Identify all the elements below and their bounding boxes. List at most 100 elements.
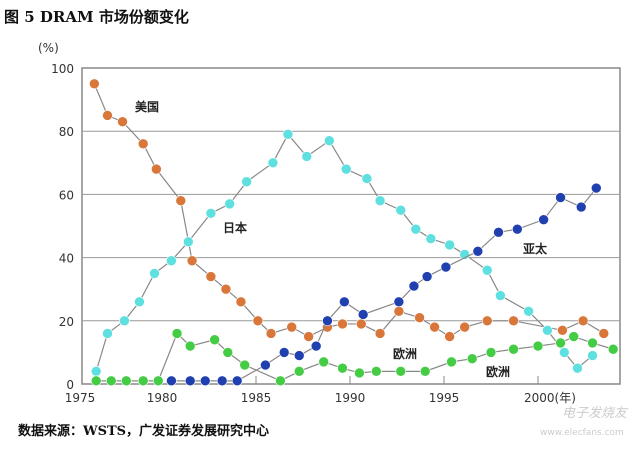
data-point: [587, 337, 598, 349]
data-point: [414, 312, 425, 323]
data-point: [267, 157, 279, 169]
data-point: [293, 366, 305, 377]
data-point: [199, 375, 211, 387]
y-tick-label: 100: [51, 62, 74, 76]
annotation-japan: 日本: [223, 220, 247, 235]
data-point: [166, 375, 177, 387]
watermark-url: www.elecfans.com: [540, 428, 624, 438]
data-point: [89, 78, 100, 90]
data-point: [137, 138, 149, 150]
data-point: [183, 236, 194, 248]
data-point: [239, 359, 251, 371]
data-point: [393, 306, 405, 317]
data-point: [393, 296, 405, 308]
data-point: [149, 268, 160, 279]
data-point: [542, 324, 553, 336]
data-point: [357, 309, 369, 320]
data-point: [361, 173, 373, 184]
series-0: [89, 78, 610, 342]
data-point: [310, 340, 322, 352]
data-point: [241, 176, 252, 188]
data-point: [419, 366, 431, 377]
series-2: [166, 182, 602, 387]
y-tick-label: 0: [66, 378, 74, 392]
y-tick-label: 20: [59, 315, 74, 329]
data-point: [137, 375, 149, 387]
data-point: [322, 315, 333, 327]
data-point: [275, 375, 286, 387]
data-point: [216, 375, 228, 387]
series-1: [90, 129, 598, 377]
data-point: [282, 129, 294, 140]
data-point: [205, 271, 217, 282]
series-line: [93, 83, 605, 338]
data-point: [374, 195, 386, 207]
data-point: [175, 195, 187, 207]
data-point: [395, 204, 407, 216]
data-point: [568, 331, 580, 342]
source-note: 数据来源：WSTS，广发证券发展研究中心: [18, 424, 270, 439]
data-point: [278, 347, 290, 358]
data-point: [572, 362, 583, 374]
data-point: [301, 151, 313, 162]
data-point: [587, 350, 598, 361]
data-point: [493, 227, 504, 238]
data-point: [444, 331, 455, 342]
data-point: [265, 328, 277, 339]
data-point: [481, 264, 493, 276]
data-point: [371, 366, 382, 377]
annotation-asia-pacific: 亚太: [523, 241, 548, 256]
y-tick-label: 40: [59, 252, 74, 266]
data-point: [134, 296, 145, 308]
series-3: [90, 328, 619, 387]
data-point: [105, 375, 117, 387]
data-point: [184, 375, 196, 387]
data-point: [577, 315, 589, 327]
data-point: [224, 198, 235, 210]
data-point: [481, 315, 493, 327]
data-point: [260, 359, 271, 371]
data-point: [252, 315, 264, 327]
data-point: [337, 362, 348, 374]
data-point: [446, 356, 457, 368]
x-tick-label: 1980: [147, 391, 178, 405]
y-axis-label: (%): [38, 41, 59, 55]
annotation-europe-2: 欧洲: [486, 364, 510, 379]
series-line: [171, 187, 597, 382]
data-point: [117, 116, 128, 128]
grid: [81, 67, 621, 385]
data-point: [555, 192, 566, 203]
x-tick-label: 1990: [335, 391, 366, 405]
annotation-europe: 欧洲: [393, 346, 417, 361]
plot-frame: [81, 67, 621, 385]
data-point: [166, 255, 177, 267]
data-point: [286, 321, 298, 333]
data-point: [512, 223, 523, 235]
data-point: [495, 290, 506, 301]
data-point: [472, 245, 484, 257]
data-point: [205, 208, 217, 219]
data-point: [425, 233, 437, 244]
y-tick-label: 80: [59, 125, 74, 139]
data-point: [90, 375, 102, 387]
data-point: [152, 375, 164, 387]
watermark: 电子发烧友: [562, 406, 628, 421]
data-point: [90, 366, 102, 377]
annotation-usa: 美国: [135, 99, 159, 114]
data-point: [395, 366, 407, 377]
data-point: [209, 334, 220, 346]
data-point: [444, 239, 455, 251]
figure-title: 图 5 DRAM 市场份额变化: [4, 8, 189, 26]
x-tick-label: 1975: [65, 391, 96, 405]
axis-ticks: 0 20 40 60 80 100 1975 1980 1985 1990 1995 2000(年): [51, 62, 576, 405]
data-point: [408, 280, 420, 292]
data-point: [410, 223, 422, 235]
data-point: [354, 367, 365, 379]
data-point: [151, 163, 162, 175]
x-tick-label: 1995: [429, 391, 460, 405]
data-point: [340, 163, 352, 175]
x-tick-label: 1985: [241, 391, 272, 405]
data-point: [598, 328, 610, 339]
data-point: [235, 296, 247, 308]
